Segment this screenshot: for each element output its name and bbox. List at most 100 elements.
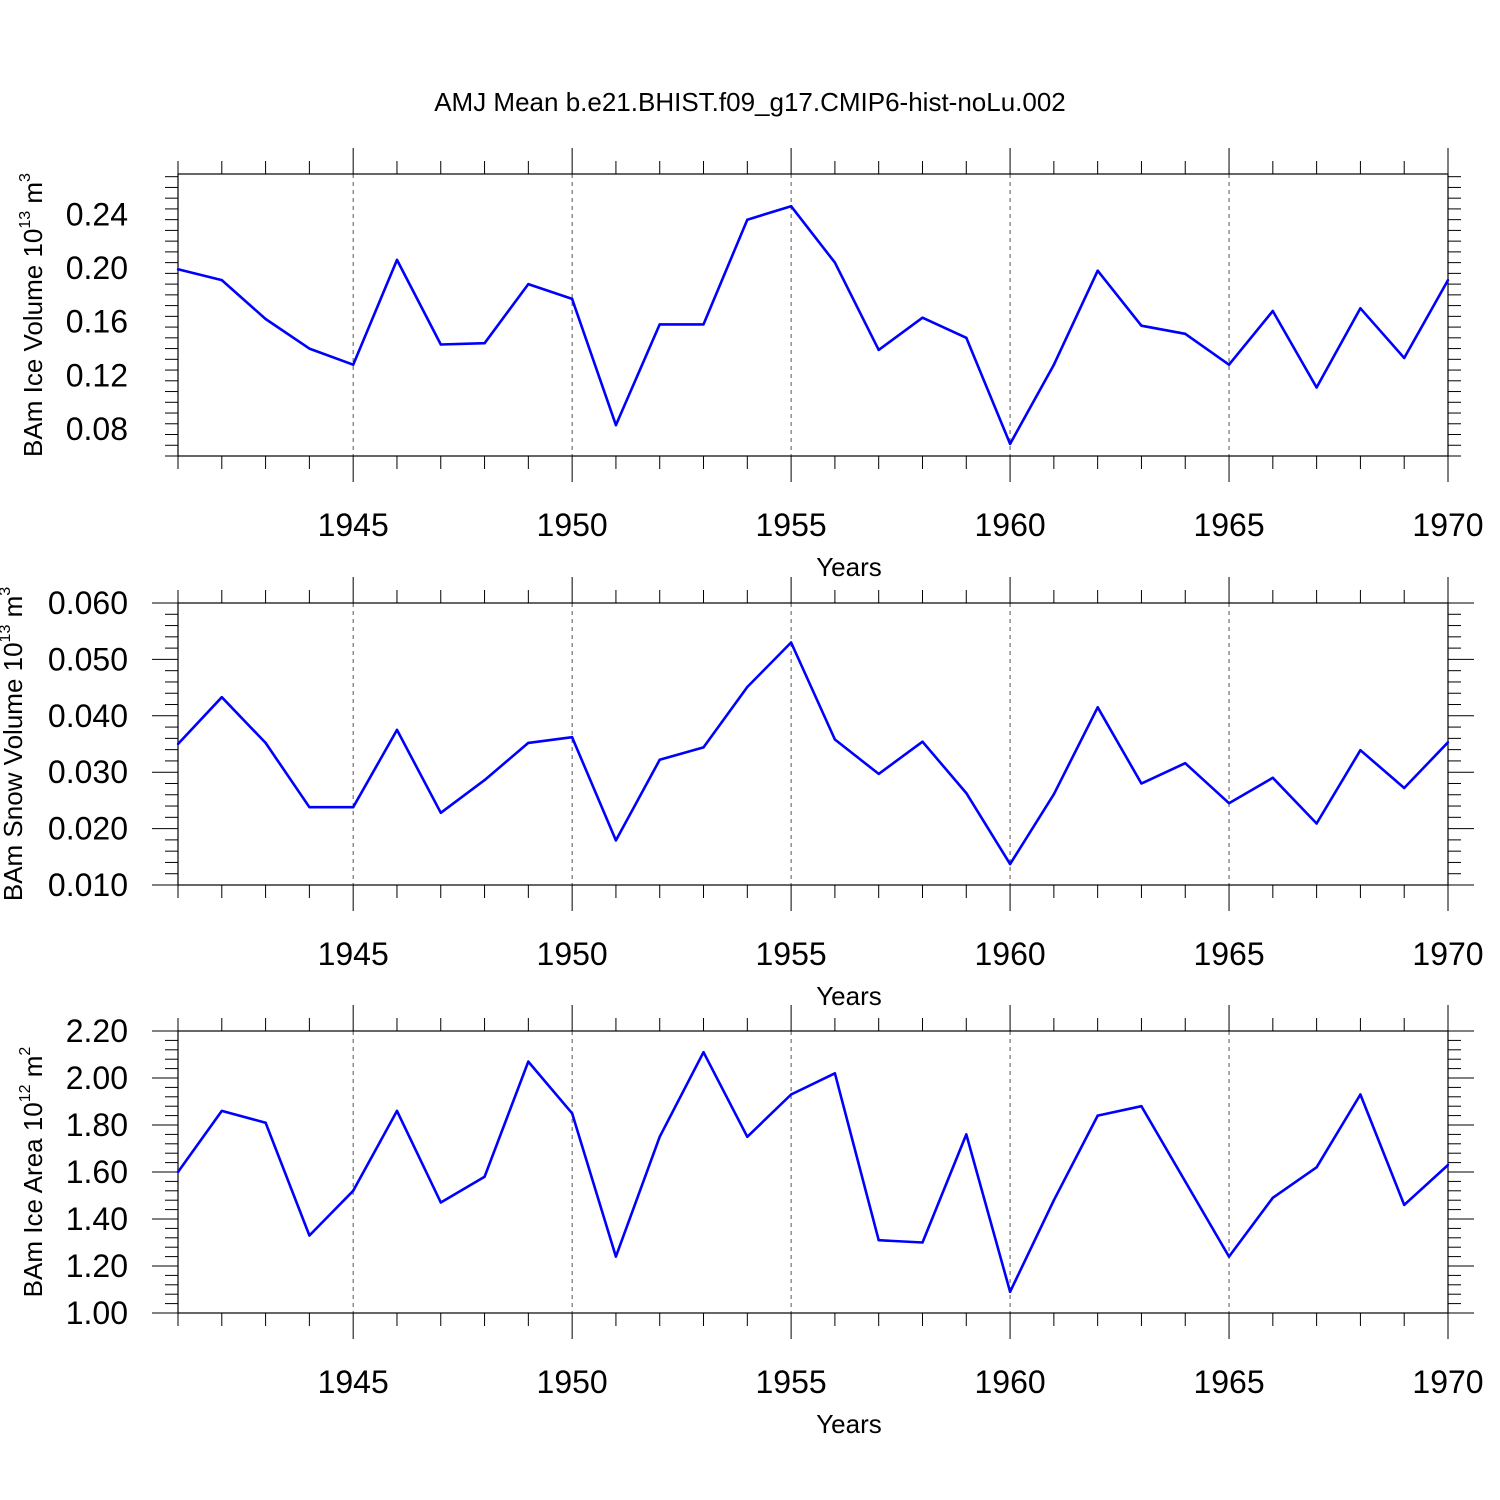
data-point (570, 1112, 574, 1115)
plot-frame (177, 602, 1449, 886)
data-point (351, 805, 355, 809)
data-point (1184, 1180, 1187, 1183)
x-tick-label: 1965 (1193, 507, 1264, 543)
data-point (395, 728, 399, 732)
data-point (1359, 1093, 1362, 1096)
y-tick-label: 0.16 (66, 304, 128, 340)
data-point (1096, 1114, 1099, 1117)
data-point (965, 1133, 968, 1136)
plot-frame (177, 1030, 1449, 1314)
series-line (177, 641, 1449, 866)
x-tick-label: 1945 (318, 507, 389, 543)
data-point (1140, 1105, 1143, 1108)
data-point (527, 282, 530, 286)
data-point (1446, 278, 1450, 282)
data-point (1315, 1166, 1318, 1169)
y-tick-label: 2.20 (66, 1013, 128, 1049)
data-point (220, 278, 223, 282)
data-point (1052, 792, 1056, 796)
data-point (395, 1109, 399, 1113)
data-point (483, 342, 486, 345)
data-point (921, 316, 924, 319)
series-line (177, 204, 1450, 446)
x-tick-label: 1955 (756, 507, 827, 543)
y-tick-label: 1.80 (66, 1107, 128, 1143)
data-point (1184, 332, 1187, 335)
data-point (1403, 356, 1406, 360)
x-tick-label: 1945 (318, 936, 389, 972)
data-point (264, 741, 267, 745)
data-point (789, 205, 793, 208)
data-point (527, 1060, 530, 1063)
data-point (1096, 269, 1099, 272)
y-tick-label: 1.60 (66, 1154, 128, 1190)
data-point (439, 1201, 442, 1204)
x-tick-label: 1955 (756, 1364, 827, 1400)
data-point (1271, 1196, 1275, 1200)
data-point (877, 772, 880, 776)
data-point (614, 1255, 618, 1258)
data-point (702, 323, 705, 326)
data-point (1096, 706, 1099, 709)
panel-3: 1945 1950 1955 1960 1965 1970 Years 1.00 1.20 1.4… (17, 1005, 1484, 1439)
data-point (1140, 324, 1143, 327)
data-point (439, 811, 442, 815)
data-point (1227, 802, 1231, 805)
data-point (1184, 761, 1187, 765)
y-tick-label: 1.40 (66, 1201, 128, 1237)
data-point (308, 1234, 311, 1237)
data-point (1446, 1163, 1450, 1167)
data-point (965, 791, 968, 795)
data-point (1446, 741, 1450, 744)
data-point (789, 641, 793, 644)
x-tick-label: 1950 (537, 507, 608, 543)
data-point (220, 695, 223, 699)
plot-frame (177, 173, 1449, 457)
data-point (1271, 309, 1275, 313)
x-tick-label: 1965 (1193, 936, 1264, 972)
data-point (1052, 363, 1056, 366)
y-tick-label: 0.040 (48, 698, 128, 734)
data-point (1008, 1290, 1012, 1294)
data-point (1315, 822, 1318, 825)
data-point (702, 1050, 705, 1054)
data-point (746, 1135, 749, 1138)
data-point (965, 336, 968, 340)
y-tick-label: 2.00 (66, 1060, 128, 1096)
data-point (264, 1121, 267, 1124)
y-tick-label: 0.08 (66, 411, 128, 447)
data-point (483, 1175, 486, 1178)
data-point (351, 363, 355, 366)
y-tick-label: 0.050 (48, 641, 128, 677)
series-line (176, 1050, 1449, 1294)
y-tick-label: 0.020 (48, 811, 128, 847)
x-axis-label: Years (816, 552, 882, 582)
data-point (746, 685, 749, 689)
data-point (1403, 786, 1406, 790)
x-axis-label: Years (816, 981, 882, 1011)
x-tick-label: 1955 (756, 936, 827, 972)
data-point (921, 1241, 924, 1244)
data-point (921, 740, 924, 743)
x-tick-label: 1970 (1412, 1364, 1483, 1400)
y-tick-label: 1.00 (66, 1295, 128, 1331)
data-point (176, 742, 180, 746)
data-point (833, 261, 837, 264)
chart-title: AMJ Mean b.e21.BHIST.f09_g17.CMIP6-hist-… (434, 87, 1066, 117)
y-axis-label: BAm Ice Volume 1013 m3 (17, 173, 48, 457)
y-tick-label: 0.24 (66, 196, 128, 232)
data-point (614, 423, 618, 427)
data-point (833, 1072, 837, 1075)
data-point (570, 736, 574, 739)
data-point (1227, 1255, 1231, 1258)
x-axis-label: Years (816, 1409, 882, 1439)
data-point (351, 1189, 355, 1193)
data-point (176, 268, 180, 271)
data-point (308, 805, 311, 809)
y-axis-label: BAm Ice Area 1012 m2 (17, 1047, 48, 1298)
data-point (1271, 776, 1275, 780)
y-tick-label: 0.030 (48, 754, 128, 790)
x-tick-label: 1945 (318, 1364, 389, 1400)
data-point (1359, 307, 1362, 310)
